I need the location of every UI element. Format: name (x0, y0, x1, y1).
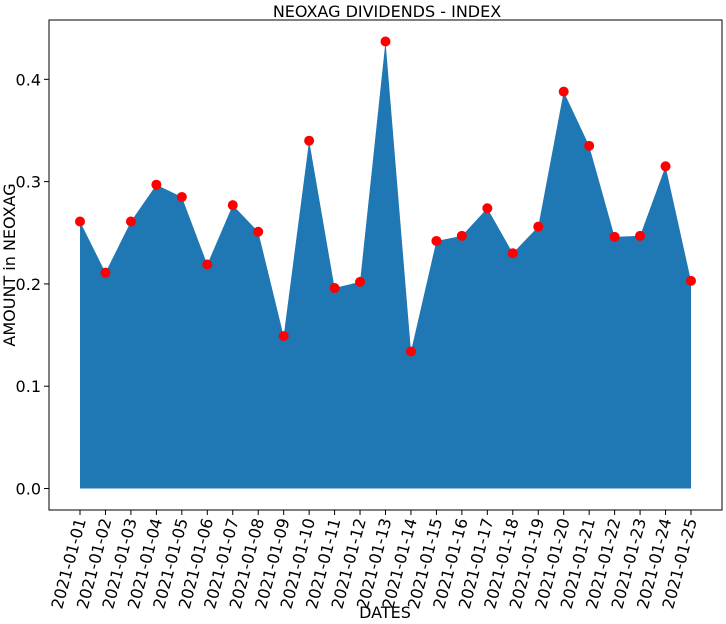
data-point (507, 248, 518, 259)
y-tick-label: 0.3 (16, 173, 41, 192)
data-point (151, 179, 162, 190)
marker-layer (75, 36, 696, 357)
data-point (125, 216, 136, 227)
data-point (304, 135, 315, 146)
data-point (253, 226, 264, 237)
data-point (100, 267, 111, 278)
data-point (405, 346, 416, 357)
data-point (686, 275, 696, 286)
area-series (80, 41, 691, 489)
data-point (431, 235, 442, 246)
y-tick-label: 0.1 (16, 377, 41, 396)
x-axis: 2021-01-012021-01-022021-01-032021-01-04… (47, 510, 701, 611)
data-point (558, 86, 569, 97)
data-point (278, 331, 289, 342)
data-point (380, 36, 391, 47)
y-tick-label: 0.4 (16, 70, 41, 89)
data-point (609, 231, 620, 242)
data-point (635, 230, 646, 241)
data-point (660, 161, 671, 172)
data-point (176, 191, 187, 202)
data-point (482, 203, 493, 214)
data-point (584, 140, 595, 151)
chart-title: NEOXAG DIVIDENDS - INDEX (273, 2, 501, 21)
y-tick-label: 0.0 (16, 480, 41, 499)
x-axis-label: DATES (359, 603, 411, 622)
area-layer (80, 41, 691, 489)
data-point (75, 216, 85, 227)
data-point (329, 283, 340, 294)
data-point (202, 259, 213, 270)
y-tick-label: 0.2 (16, 275, 41, 294)
data-point (533, 221, 544, 232)
data-point (456, 230, 467, 241)
y-axis-label: AMOUNT in NEOXAG (0, 183, 19, 346)
data-point (227, 200, 238, 211)
data-point (355, 276, 366, 287)
y-axis: 0.0 0.1 0.2 0.3 0.4 (16, 70, 49, 499)
